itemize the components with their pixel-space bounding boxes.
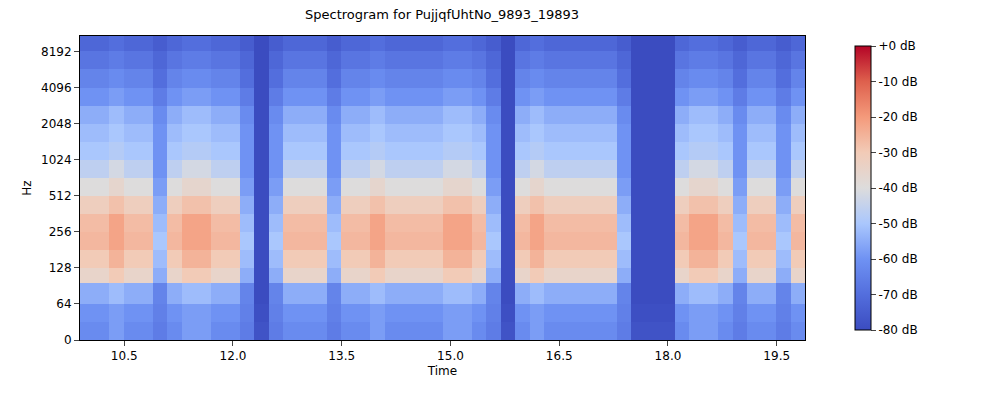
svg-text:256: 256 bbox=[49, 225, 72, 239]
svg-text:19.5: 19.5 bbox=[763, 349, 790, 363]
svg-text:12.0: 12.0 bbox=[220, 349, 247, 363]
svg-text:-70 dB: -70 dB bbox=[878, 288, 917, 302]
svg-text:Hz: Hz bbox=[20, 180, 34, 195]
svg-text:-10 dB: -10 dB bbox=[878, 75, 917, 89]
svg-text:-20 dB: -20 dB bbox=[878, 110, 917, 124]
svg-text:15.0: 15.0 bbox=[437, 349, 464, 363]
svg-text:512: 512 bbox=[49, 189, 72, 203]
svg-text:Time: Time bbox=[427, 364, 457, 378]
svg-text:2048: 2048 bbox=[41, 117, 72, 131]
svg-text:0: 0 bbox=[64, 333, 72, 347]
svg-text:+0 dB: +0 dB bbox=[878, 39, 915, 53]
svg-text:18.0: 18.0 bbox=[655, 349, 682, 363]
svg-text:10.5: 10.5 bbox=[111, 349, 138, 363]
svg-text:-50 dB: -50 dB bbox=[878, 217, 917, 231]
svg-text:-80 dB: -80 dB bbox=[878, 323, 917, 337]
svg-text:-60 dB: -60 dB bbox=[878, 252, 917, 266]
svg-text:1024: 1024 bbox=[41, 153, 72, 167]
svg-text:13.5: 13.5 bbox=[328, 349, 355, 363]
svg-text:8192: 8192 bbox=[41, 45, 72, 59]
svg-text:-40 dB: -40 dB bbox=[878, 181, 917, 195]
svg-text:64: 64 bbox=[56, 297, 71, 311]
svg-text:16.5: 16.5 bbox=[546, 349, 573, 363]
svg-text:128: 128 bbox=[49, 261, 72, 275]
svg-text:4096: 4096 bbox=[41, 81, 72, 95]
svg-text:Spectrogram for PujjqfUhtNo_98: Spectrogram for PujjqfUhtNo_9893_19893 bbox=[305, 7, 579, 22]
svg-text:-30 dB: -30 dB bbox=[878, 146, 917, 160]
